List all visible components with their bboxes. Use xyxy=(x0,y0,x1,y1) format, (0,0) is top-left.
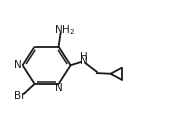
Text: H: H xyxy=(80,52,87,62)
Text: N: N xyxy=(56,83,63,93)
Text: Br: Br xyxy=(14,91,26,101)
Text: N: N xyxy=(80,56,87,66)
Text: N: N xyxy=(14,60,22,70)
Text: NH$_2$: NH$_2$ xyxy=(54,23,75,37)
